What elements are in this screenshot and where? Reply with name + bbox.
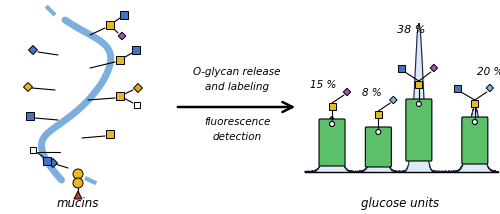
FancyBboxPatch shape [406,99,432,161]
Bar [116,92,124,100]
Polygon shape [344,88,351,96]
Bar [120,11,128,19]
Circle shape [330,122,334,126]
Bar [26,112,34,120]
Bar [30,147,36,153]
Bar [134,102,140,108]
Circle shape [472,119,478,125]
Circle shape [73,178,83,188]
Polygon shape [74,191,82,199]
Circle shape [416,101,422,107]
Polygon shape [134,83,142,92]
Text: 20 %: 20 % [477,67,500,77]
Bar [398,64,406,71]
Bar [454,85,462,92]
Bar [328,103,336,110]
Text: mucins: mucins [57,197,99,210]
Polygon shape [118,32,126,40]
Text: glucose units: glucose units [361,197,439,210]
Bar [106,130,114,138]
Polygon shape [430,64,438,72]
FancyBboxPatch shape [319,119,345,166]
Text: 15 %: 15 % [310,80,336,90]
Text: 38 %: 38 % [397,25,425,35]
Bar [116,56,124,64]
Polygon shape [28,46,38,55]
Bar [472,100,478,107]
FancyBboxPatch shape [366,127,392,167]
Text: 8 %: 8 % [362,88,382,98]
Bar [132,46,140,54]
Text: fluorescence: fluorescence [204,117,270,127]
Polygon shape [390,96,397,104]
Bar [416,80,422,88]
Polygon shape [486,84,494,92]
Bar [43,157,51,165]
Text: detection: detection [212,132,262,142]
Text: and labeling: and labeling [205,82,269,92]
Polygon shape [48,159,58,168]
Polygon shape [24,83,32,92]
FancyBboxPatch shape [462,117,488,164]
Circle shape [73,169,83,179]
Bar [106,21,114,29]
Circle shape [376,129,381,135]
Text: O-glycan release: O-glycan release [193,67,281,77]
Bar [375,110,382,117]
